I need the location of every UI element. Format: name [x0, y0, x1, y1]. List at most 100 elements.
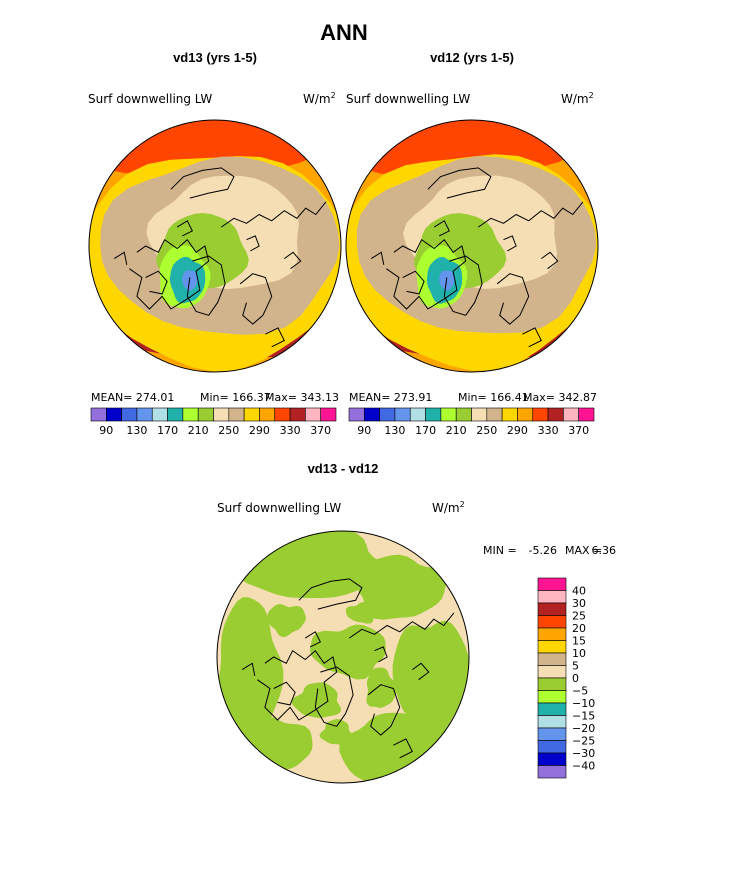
colorbar-label-diff-4: 15	[572, 635, 586, 648]
colorbar-swatch-diff-0	[537, 577, 567, 591]
stat-max-value-diff: 6.36	[592, 544, 617, 557]
field-region-diff-11	[319, 719, 354, 745]
colorbar-label-diff-12: −25	[572, 735, 595, 748]
colorbar-label-vd13-2: 170	[157, 424, 178, 437]
units-diff: W/m2	[432, 500, 465, 515]
colorbar-label-vd13-3: 210	[188, 424, 209, 437]
colorbar-swatch-diff-1	[537, 590, 567, 604]
coastline-vd13-4	[170, 167, 235, 199]
colorbar-label-vd13-7: 370	[310, 424, 331, 437]
coastline-diff-8	[412, 662, 430, 681]
panel-title-vd12: vd12 (yrs 1-5)	[430, 50, 514, 65]
field-label-vd13: Surf downwelling LW	[88, 92, 212, 106]
colorbar-label-diff-13: −30	[572, 747, 595, 760]
colorbar-label-diff-7: 0	[572, 672, 579, 685]
stat-mean-vd13: MEAN= 274.01	[91, 391, 174, 404]
coastline-vd12-4	[427, 167, 492, 199]
colorbar-label-diff-3: 20	[572, 622, 586, 635]
stat-mean-vd12: MEAN= 273.91	[349, 391, 432, 404]
colorbar-label-vd12-5: 290	[507, 424, 528, 437]
coastline-diff-0	[257, 649, 338, 721]
colorbar-label-vd12-0: 90	[357, 424, 371, 437]
coastline-diff-9	[241, 662, 256, 676]
field-label-vd12: Surf downwelling LW	[346, 92, 470, 106]
field-region-diff-6	[310, 624, 386, 680]
colorbar-swatch-diff-3	[537, 615, 567, 629]
colorbar-swatch-vd12-15	[578, 407, 595, 422]
colorbar-label-vd12-6: 330	[538, 424, 559, 437]
colorbar-label-diff-1: 30	[572, 597, 586, 610]
colorbar-label-vd13-5: 290	[249, 424, 270, 437]
colorbar-label-vd13-6: 330	[280, 424, 301, 437]
colorbar-label-diff-2: 25	[572, 610, 586, 623]
stat-min-value-diff: -5.26	[529, 544, 557, 557]
colorbar-label-vd13-1: 130	[126, 424, 147, 437]
coastline-vd13-9	[113, 251, 128, 265]
coastline-vd12-0	[386, 238, 467, 310]
colorbar-label-vd13-4: 250	[218, 424, 239, 437]
coastline-vd12-5	[402, 270, 425, 295]
colorbar-swatch-diff-2	[537, 602, 567, 616]
coastline-vd12-7	[433, 220, 450, 237]
panel-vd13: vd13 (yrs 1-5) Surf downwelling LW W/m2 …	[88, 50, 342, 437]
colorbar-swatch-diff-10	[537, 702, 567, 716]
colorbar-label-diff-11: −20	[572, 722, 595, 735]
coastline-vd13-0	[129, 238, 210, 310]
colorbar-label-vd12-7: 370	[568, 424, 589, 437]
map-border-vd13	[88, 119, 342, 373]
colorbar-label-diff-9: −10	[572, 697, 595, 710]
coastline-diff-2	[349, 612, 455, 639]
coastline-vd13-7	[176, 220, 193, 237]
field-region-diff-8	[366, 667, 398, 708]
coastline-vd12-3	[496, 273, 530, 325]
panel-vd12: vd12 (yrs 1-5) Surf downwelling LW W/m2 …	[345, 50, 599, 437]
colorbar-swatch-diff-7	[537, 665, 567, 679]
coastline-diff-5	[273, 681, 296, 706]
panel-title-diff: vd13 - vd12	[308, 461, 379, 476]
map-vd13	[88, 119, 342, 373]
field-label-diff: Surf downwelling LW	[217, 501, 341, 515]
colorbar-label-diff-0: 40	[572, 585, 586, 598]
coastline-vd13-5	[145, 270, 168, 295]
stat-min-label-diff: MIN =	[483, 544, 517, 557]
colorbar-label-diff-5: 10	[572, 647, 586, 660]
colorbar-vd13: 90 130 170 210 250 290 330 370	[90, 407, 337, 437]
stat-max-vd12: Max= 342.87	[523, 391, 597, 404]
colorbar-label-diff-6: 5	[572, 660, 579, 673]
field-region-diff-2	[392, 620, 469, 741]
map-vd12	[345, 119, 599, 373]
units-vd13: W/m2	[303, 91, 336, 106]
coastline-vd13-3	[239, 273, 273, 325]
stat-min-vd12: Min= 166.41	[458, 391, 529, 404]
colorbar-label-diff-8: −5	[572, 685, 588, 698]
colorbar-swatch-diff-11	[537, 715, 567, 729]
colorbar-vd12: 90 130 170 210 250 290 330 370	[348, 407, 595, 437]
coastline-vd12-10	[522, 327, 542, 348]
panel-title-vd13: vd13 (yrs 1-5)	[173, 50, 257, 65]
coastline-vd13-2	[221, 201, 327, 228]
colorbar-label-vd12-1: 130	[384, 424, 405, 437]
coastline-vd13-1	[186, 255, 226, 316]
coastline-vd12-8	[541, 251, 559, 270]
coastline-vd12-9	[370, 251, 385, 265]
colorbar-label-vd12-2: 170	[415, 424, 436, 437]
page-title-svg: ANN	[320, 20, 368, 45]
coastline-diff-1	[314, 666, 354, 727]
coastline-diff-7	[304, 631, 321, 648]
coastline-vd12-1	[443, 255, 483, 316]
map-border-diff	[216, 530, 470, 784]
colorbar-swatch-diff-15	[537, 765, 567, 779]
colorbar-label-vd12-3: 210	[446, 424, 467, 437]
colorbar-swatch-diff-8	[537, 677, 567, 691]
colorbar-swatch-diff-12	[537, 727, 567, 741]
field-region-diff-10	[345, 602, 377, 624]
colorbar-label-vd13-0: 90	[99, 424, 113, 437]
stat-max-vd13: Max= 343.13	[265, 391, 339, 404]
colorbar-label-diff-10: −15	[572, 710, 595, 723]
colorbar-swatch-diff-9	[537, 690, 567, 704]
stat-min-vd13: Min= 166.37	[200, 391, 271, 404]
colorbar-swatch-diff-6	[537, 652, 567, 666]
colorbar-swatch-diff-5	[537, 640, 567, 654]
